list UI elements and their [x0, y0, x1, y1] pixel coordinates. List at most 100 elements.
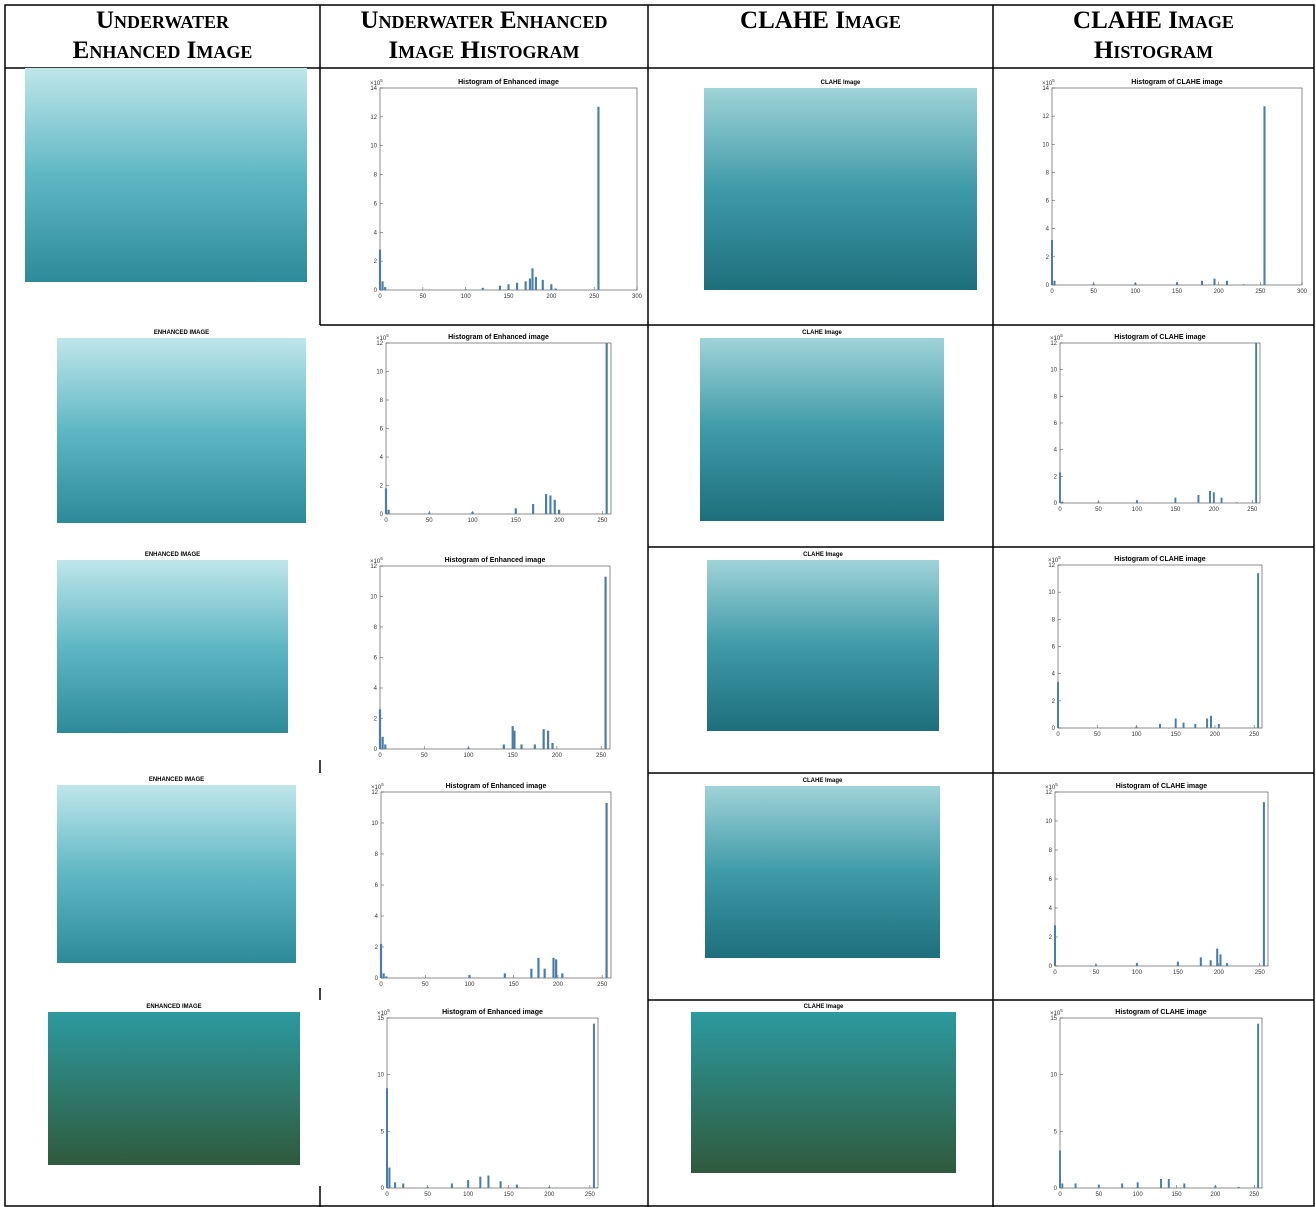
y-multiplier-exp: 5	[387, 1008, 390, 1013]
x-tick-label: 200	[1214, 289, 1225, 295]
y-tick-label: 2	[375, 945, 379, 951]
x-tick-label: 250	[1255, 289, 1266, 295]
histogram-bar	[515, 508, 517, 514]
x-tick-label: 300	[1297, 289, 1308, 295]
chart-title: Histogram of CLAHE image	[1116, 783, 1208, 790]
histogram-bar	[1257, 573, 1259, 728]
y-tick-label: 2	[1046, 255, 1050, 261]
histogram-bar	[1051, 240, 1053, 285]
histogram-bar	[1061, 1183, 1063, 1188]
y-tick-label: 10	[1048, 590, 1055, 596]
histogram-bar	[548, 1187, 550, 1188]
x-tick-label: 200	[544, 1192, 555, 1198]
axes-box	[380, 566, 610, 749]
x-tick-label: 300	[632, 294, 643, 300]
y-tick-label: 2	[374, 259, 378, 265]
histogram-bar	[552, 958, 554, 978]
histogram-bar	[547, 731, 549, 749]
histogram-bar	[516, 283, 518, 290]
x-tick-label: 200	[1209, 507, 1220, 513]
y-tick-label: 12	[1050, 341, 1057, 347]
y-tick-label: 6	[374, 201, 378, 207]
histogram-bar	[1183, 723, 1185, 728]
histogram-bar	[606, 343, 608, 514]
chart-title: Histogram of Enhanced image	[448, 334, 549, 341]
histogram-bar	[468, 975, 470, 978]
histogram-bar	[500, 1181, 502, 1188]
chart-title: Histogram of Enhanced image	[445, 557, 546, 564]
histogram-bar	[530, 969, 532, 978]
histogram-bar	[516, 1185, 518, 1188]
histogram-bar	[1209, 491, 1211, 503]
x-tick-label: 250	[597, 518, 608, 524]
histogram-bar	[555, 959, 557, 978]
chart-title: Histogram of Enhanced image	[446, 783, 547, 790]
y-multiplier-exp: 5	[381, 782, 384, 787]
y-tick-label: 0	[374, 288, 378, 294]
y-multiplier-exp: 5	[1060, 333, 1063, 338]
histogram-bar	[604, 577, 606, 749]
x-tick-label: 150	[1170, 507, 1181, 513]
x-tick-label: 50	[1094, 732, 1101, 738]
y-multiplier-exp: 5	[386, 333, 389, 338]
y-tick-label: 8	[374, 173, 378, 179]
y-tick-label: 2	[380, 484, 384, 490]
x-tick-label: 200	[552, 753, 563, 759]
axes-box	[1055, 792, 1268, 966]
x-tick-label: 0	[379, 982, 383, 988]
y-tick-label: 6	[380, 427, 384, 433]
image-caption: CLAHE Image	[821, 80, 861, 86]
y-tick-label: 10	[370, 595, 377, 601]
histogram-bar	[504, 973, 506, 978]
histogram-bar	[558, 510, 560, 514]
y-tick-label: 12	[376, 341, 383, 347]
histogram-bar	[1238, 1187, 1240, 1188]
y-tick-label: 0	[1054, 501, 1058, 507]
x-tick-label: 100	[468, 518, 479, 524]
y-tick-label: 8	[1049, 848, 1053, 854]
histogram-bar	[532, 504, 534, 514]
histogram-bar	[1095, 965, 1097, 966]
x-tick-label: 200	[546, 294, 557, 300]
histogram-bar	[1053, 281, 1055, 285]
x-tick-label: 150	[503, 294, 514, 300]
x-tick-label: 100	[1130, 289, 1141, 295]
x-tick-label: 0	[378, 294, 382, 300]
histogram-bar	[499, 286, 501, 290]
histogram-bar	[383, 973, 385, 978]
histogram-bar	[1226, 281, 1228, 285]
y-tick-label: 6	[1054, 421, 1058, 427]
x-tick-label: 200	[1210, 732, 1221, 738]
image-caption: ENHANCED IMAGE	[146, 1004, 201, 1010]
histogram-bar	[465, 289, 467, 290]
photo	[691, 1012, 956, 1173]
chart-title: Histogram of Enhanced image	[458, 79, 559, 86]
x-tick-label: 100	[1132, 970, 1143, 976]
y-tick-label: 0	[1046, 283, 1050, 289]
histogram-bar	[554, 500, 556, 514]
chart-title: Histogram of CLAHE image	[1115, 1009, 1207, 1016]
histogram-bar	[1098, 502, 1100, 503]
axes-box	[386, 343, 611, 514]
x-tick-label: 100	[464, 982, 475, 988]
x-tick-label: 0	[1053, 970, 1057, 976]
page: CLAHE ImageHistogram of Enhanced image×1…	[0, 0, 1316, 1207]
histogram-bar	[384, 744, 386, 749]
histogram-bar	[1255, 343, 1257, 503]
histogram-bar	[1263, 106, 1265, 285]
x-tick-label: 0	[384, 518, 388, 524]
chart-title: Histogram of CLAHE image	[1114, 556, 1206, 563]
histogram-bar	[1168, 1179, 1170, 1188]
histogram-bar	[1135, 727, 1137, 728]
y-tick-label: 12	[371, 790, 378, 796]
histogram-bar	[1206, 718, 1208, 728]
x-tick-label: 250	[1249, 732, 1260, 738]
histogram-bar	[1226, 963, 1228, 966]
image-caption: CLAHE Image	[803, 778, 843, 784]
y-tick-label: 14	[370, 86, 377, 92]
histogram-bar	[513, 731, 515, 749]
histogram-bar	[507, 284, 509, 290]
y-multiplier-exp: 5	[1055, 782, 1058, 787]
histogram-bar	[531, 268, 533, 290]
